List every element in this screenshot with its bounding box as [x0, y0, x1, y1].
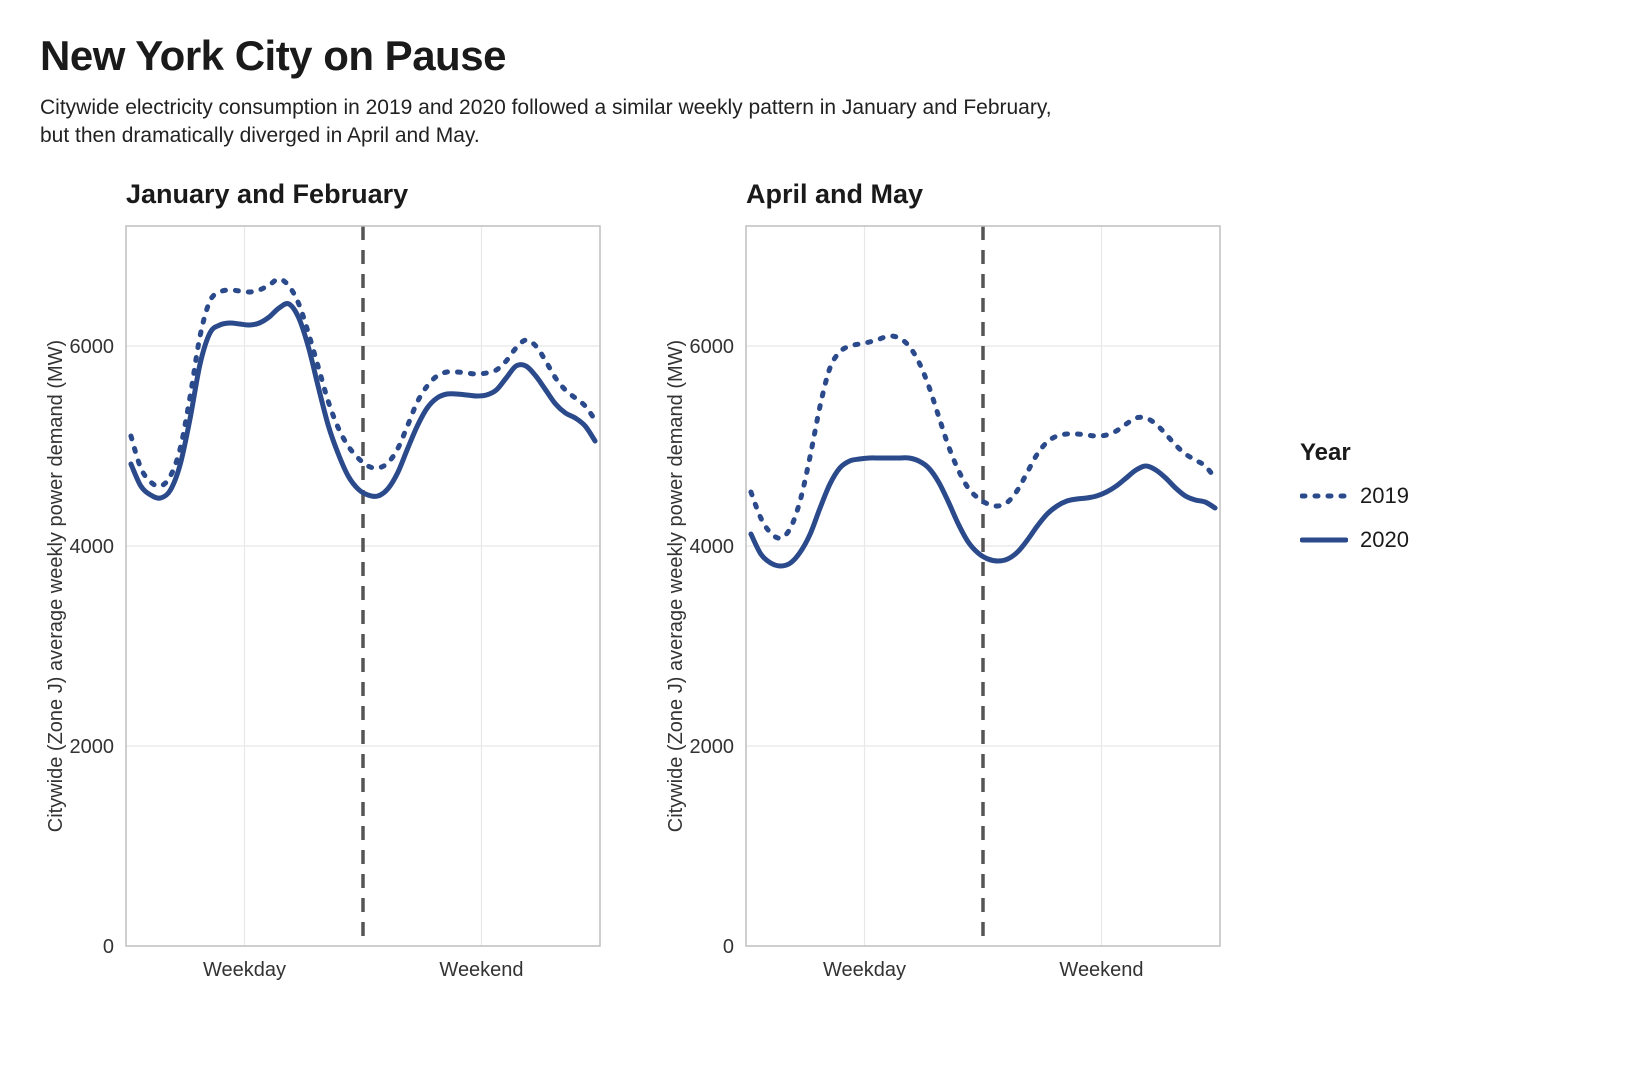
legend-item-2020: 2020	[1300, 527, 1409, 553]
panel-janfeb: January and February 0 2000 4000 6000 Weekda…	[40, 179, 620, 996]
svg-text:2000: 2000	[690, 736, 735, 758]
svg-text:0: 0	[723, 936, 734, 958]
svg-text:Weekend: Weekend	[439, 959, 523, 981]
y-axis-label: Citywide (Zone J) average weekly power d…	[665, 339, 687, 831]
panel-aprmay: April and May 0 2000 4000 6000 Weekday Weeken…	[660, 179, 1240, 996]
legend-swatch-2019	[1300, 484, 1348, 508]
legend-label-2019: 2019	[1360, 483, 1409, 509]
svg-text:0: 0	[103, 936, 114, 958]
svg-text:4000: 4000	[690, 536, 735, 558]
page-root: New York City on Pause Citywide electric…	[0, 0, 1640, 1085]
panel-title-janfeb: January and February	[126, 179, 620, 210]
panel-title-aprmay: April and May	[746, 179, 1240, 210]
legend-swatch-2020	[1300, 528, 1348, 552]
chart-row: January and February 0 2000 4000 6000 Weekda…	[40, 179, 1600, 996]
svg-text:4000: 4000	[70, 536, 115, 558]
svg-text:Weekday: Weekday	[823, 959, 906, 981]
panel-svg-janfeb: 0 2000 4000 6000 Weekday Weekend Citywide (Zon…	[40, 216, 620, 996]
y-axis-label: Citywide (Zone J) average weekly power d…	[45, 339, 67, 831]
svg-text:2000: 2000	[70, 736, 115, 758]
svg-text:6000: 6000	[690, 336, 735, 358]
svg-text:Weekday: Weekday	[203, 959, 286, 981]
panel-svg-aprmay: 0 2000 4000 6000 Weekday Weekend Citywide (Zon…	[660, 216, 1240, 996]
svg-text:Weekend: Weekend	[1059, 959, 1143, 981]
legend-label-2020: 2020	[1360, 527, 1409, 553]
chart-title: New York City on Pause	[40, 32, 1600, 80]
legend-item-2019: 2019	[1300, 483, 1409, 509]
chart-subtitle: Citywide electricity consumption in 2019…	[40, 94, 1600, 151]
svg-text:6000: 6000	[70, 336, 115, 358]
legend-title: Year	[1300, 439, 1409, 467]
legend: Year 2019 2020	[1300, 439, 1409, 571]
